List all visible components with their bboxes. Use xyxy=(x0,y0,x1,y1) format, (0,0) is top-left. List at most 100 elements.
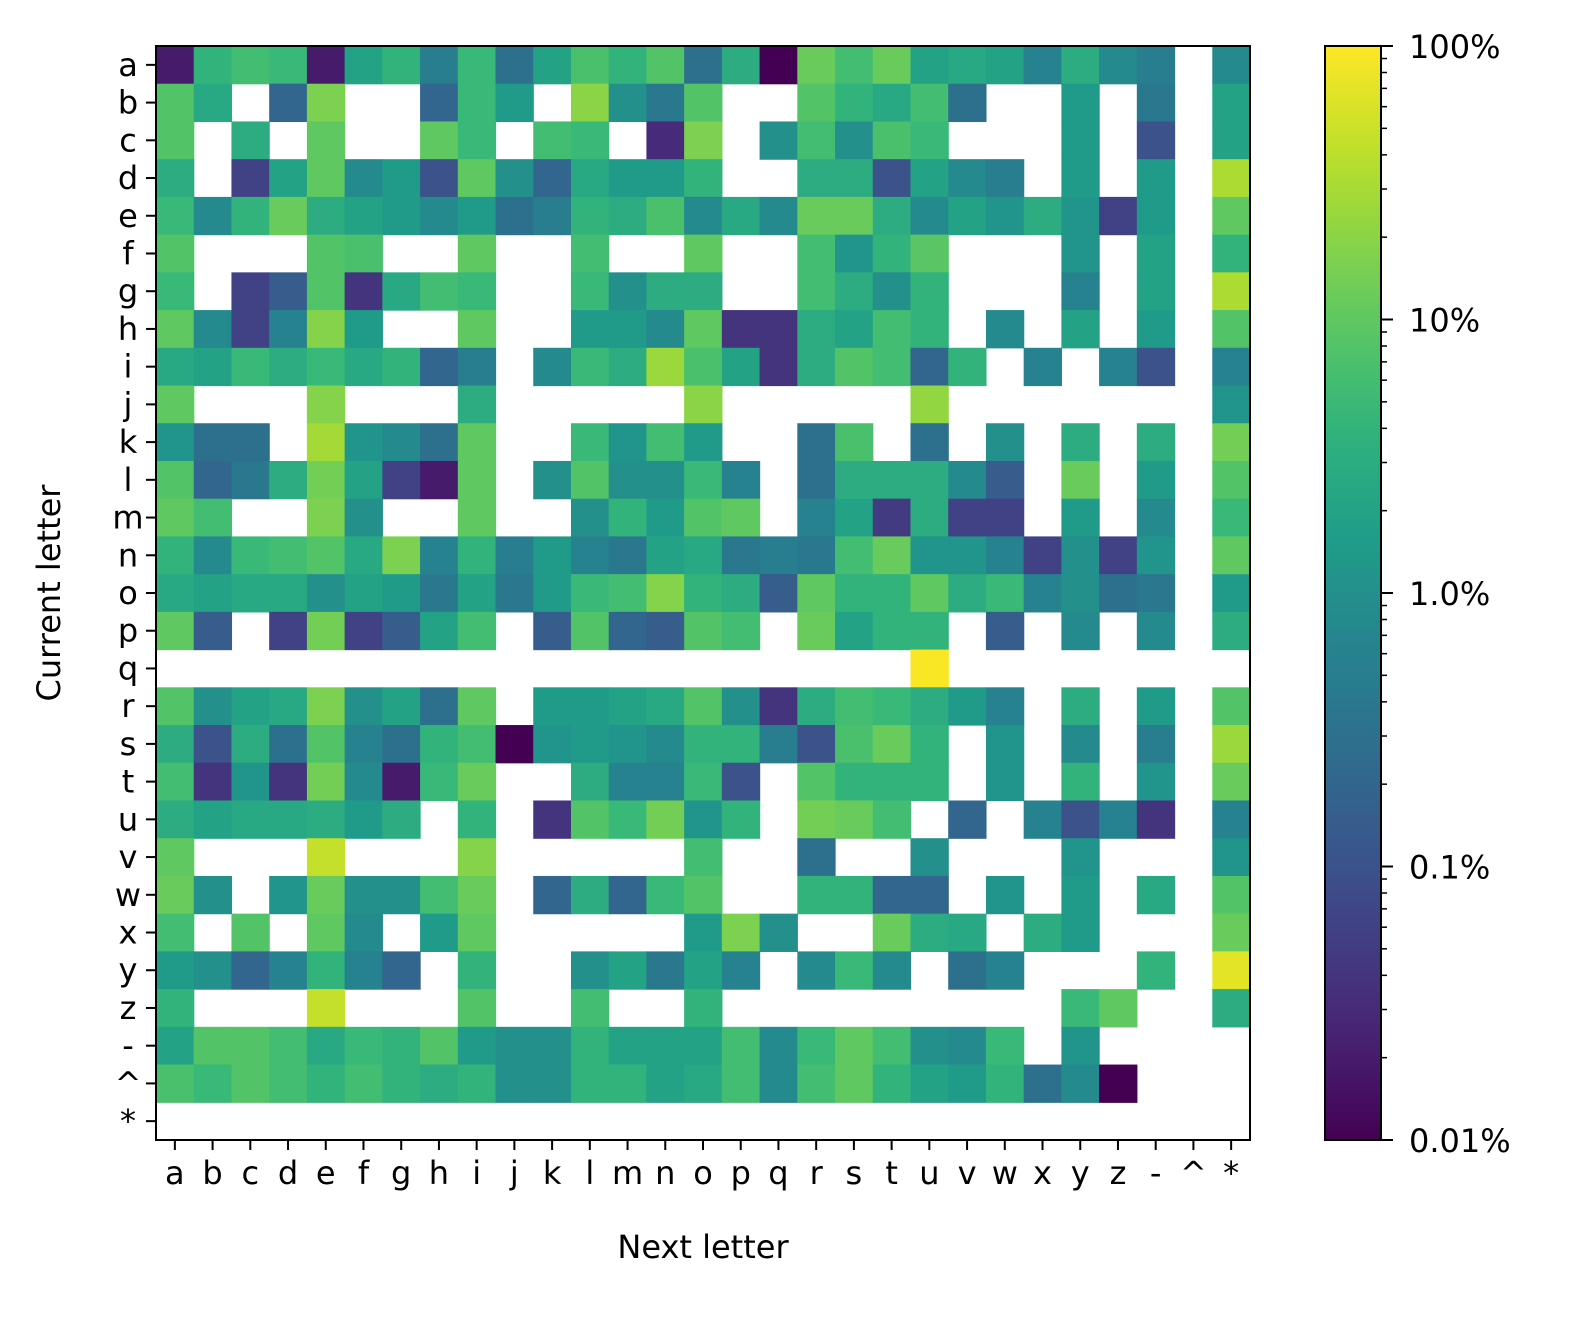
heatmap-cell xyxy=(570,989,610,1028)
heatmap-cell xyxy=(608,951,648,990)
heatmap-cell xyxy=(156,687,195,726)
heatmap-cell xyxy=(306,121,346,160)
heatmap-cell xyxy=(872,234,912,273)
heatmap-cell xyxy=(420,687,459,726)
heatmap-cell xyxy=(1136,423,1176,462)
heatmap-cell xyxy=(684,310,723,349)
colorbar-tick-label: 0.1% xyxy=(1409,849,1490,887)
heatmap-cell xyxy=(1136,498,1176,538)
heatmap-cell xyxy=(457,83,497,123)
heatmap-cell xyxy=(797,46,836,85)
heatmap-cell xyxy=(910,460,949,500)
heatmap-cell xyxy=(910,687,949,726)
heatmap-cell xyxy=(533,1064,572,1103)
heatmap-cell xyxy=(835,574,874,613)
heatmap-cell xyxy=(646,1064,685,1103)
colorbar-tick-label: 1.0% xyxy=(1409,575,1490,613)
heatmap-cell xyxy=(344,46,383,85)
heatmap-cell xyxy=(306,574,346,613)
heatmap-cell xyxy=(759,725,798,764)
heatmap-cell xyxy=(495,574,534,613)
x-tick-label: i xyxy=(472,1154,481,1192)
heatmap-cell xyxy=(835,498,874,538)
heatmap-cell xyxy=(948,83,987,123)
heatmap-cell xyxy=(910,762,949,802)
heatmap-cell xyxy=(985,196,1025,236)
heatmap-cell xyxy=(835,951,874,990)
heatmap-cell xyxy=(797,272,836,311)
heatmap-cell xyxy=(985,536,1025,575)
heatmap-cell xyxy=(684,46,723,85)
heatmap-cell xyxy=(156,611,195,651)
heatmap-cell xyxy=(646,800,685,839)
heatmap-cell xyxy=(646,951,685,990)
heatmap-cell xyxy=(457,1026,497,1066)
heatmap-cell xyxy=(306,460,346,500)
heatmap-cell xyxy=(684,498,723,538)
heatmap-cell xyxy=(306,762,346,802)
heatmap-cell xyxy=(872,536,912,575)
heatmap-cell xyxy=(306,385,346,424)
heatmap-cell xyxy=(269,159,308,198)
heatmap-cell xyxy=(344,310,383,349)
heatmap-cell xyxy=(1136,310,1176,349)
heatmap-cell xyxy=(306,913,346,952)
heatmap-cell xyxy=(759,1026,798,1066)
heatmap-cell xyxy=(835,536,874,575)
heatmap-cell xyxy=(835,347,874,387)
heatmap-cell xyxy=(570,498,610,538)
heatmap-cell xyxy=(1212,46,1251,85)
y-tick-label: * xyxy=(120,1102,136,1140)
heatmap-cell xyxy=(231,272,270,311)
y-tick-label: b xyxy=(118,84,138,122)
heatmap-cell xyxy=(570,310,610,349)
x-tick-label: ^ xyxy=(1180,1154,1207,1192)
heatmap-cell xyxy=(457,725,497,764)
heatmap-cell xyxy=(608,347,648,387)
heatmap-cell xyxy=(269,762,308,802)
heatmap-cell xyxy=(1061,196,1100,236)
heatmap-cell xyxy=(533,460,572,500)
heatmap-cell xyxy=(1212,310,1251,349)
heatmap-cell xyxy=(344,762,383,802)
heatmap-cell xyxy=(835,46,874,85)
y-tick-label: v xyxy=(119,838,138,876)
heatmap-cell xyxy=(193,1064,233,1103)
heatmap-cell xyxy=(457,423,497,462)
heatmap-cell xyxy=(1061,989,1100,1028)
heatmap-cell xyxy=(193,46,233,85)
heatmap-cell xyxy=(495,1026,534,1066)
heatmap-cell xyxy=(231,1026,270,1066)
heatmap-cell xyxy=(985,951,1025,990)
heatmap-cell xyxy=(910,725,949,764)
heatmap-cell xyxy=(1212,989,1251,1028)
heatmap-cell xyxy=(269,574,308,613)
heatmap-cell xyxy=(608,687,648,726)
heatmap-cell xyxy=(797,800,836,839)
heatmap-cell xyxy=(570,762,610,802)
heatmap-cell xyxy=(533,800,572,839)
heatmap-cell xyxy=(457,762,497,802)
heatmap-cell xyxy=(910,611,949,651)
heatmap-cell xyxy=(872,121,912,160)
heatmap-cell xyxy=(156,951,195,990)
heatmap-cell xyxy=(193,951,233,990)
heatmap-cell xyxy=(721,687,761,726)
x-tick-label: x xyxy=(1033,1154,1052,1192)
heatmap-cell xyxy=(948,913,987,952)
heatmap-cell xyxy=(1212,762,1251,802)
heatmap-cell xyxy=(306,310,346,349)
heatmap-cell xyxy=(457,838,497,877)
heatmap-cell xyxy=(797,762,836,802)
heatmap-cell xyxy=(156,574,195,613)
heatmap-cell xyxy=(1212,121,1251,160)
heatmap-cell xyxy=(156,121,195,160)
heatmap-cell xyxy=(721,1026,761,1066)
heatmap-cell xyxy=(533,536,572,575)
heatmap-cell xyxy=(533,46,572,85)
heatmap-cell xyxy=(156,234,195,273)
heatmap-cell xyxy=(1136,687,1176,726)
heatmap-cell xyxy=(835,611,874,651)
heatmap-cell xyxy=(835,762,874,802)
x-tick-label: s xyxy=(846,1154,863,1192)
